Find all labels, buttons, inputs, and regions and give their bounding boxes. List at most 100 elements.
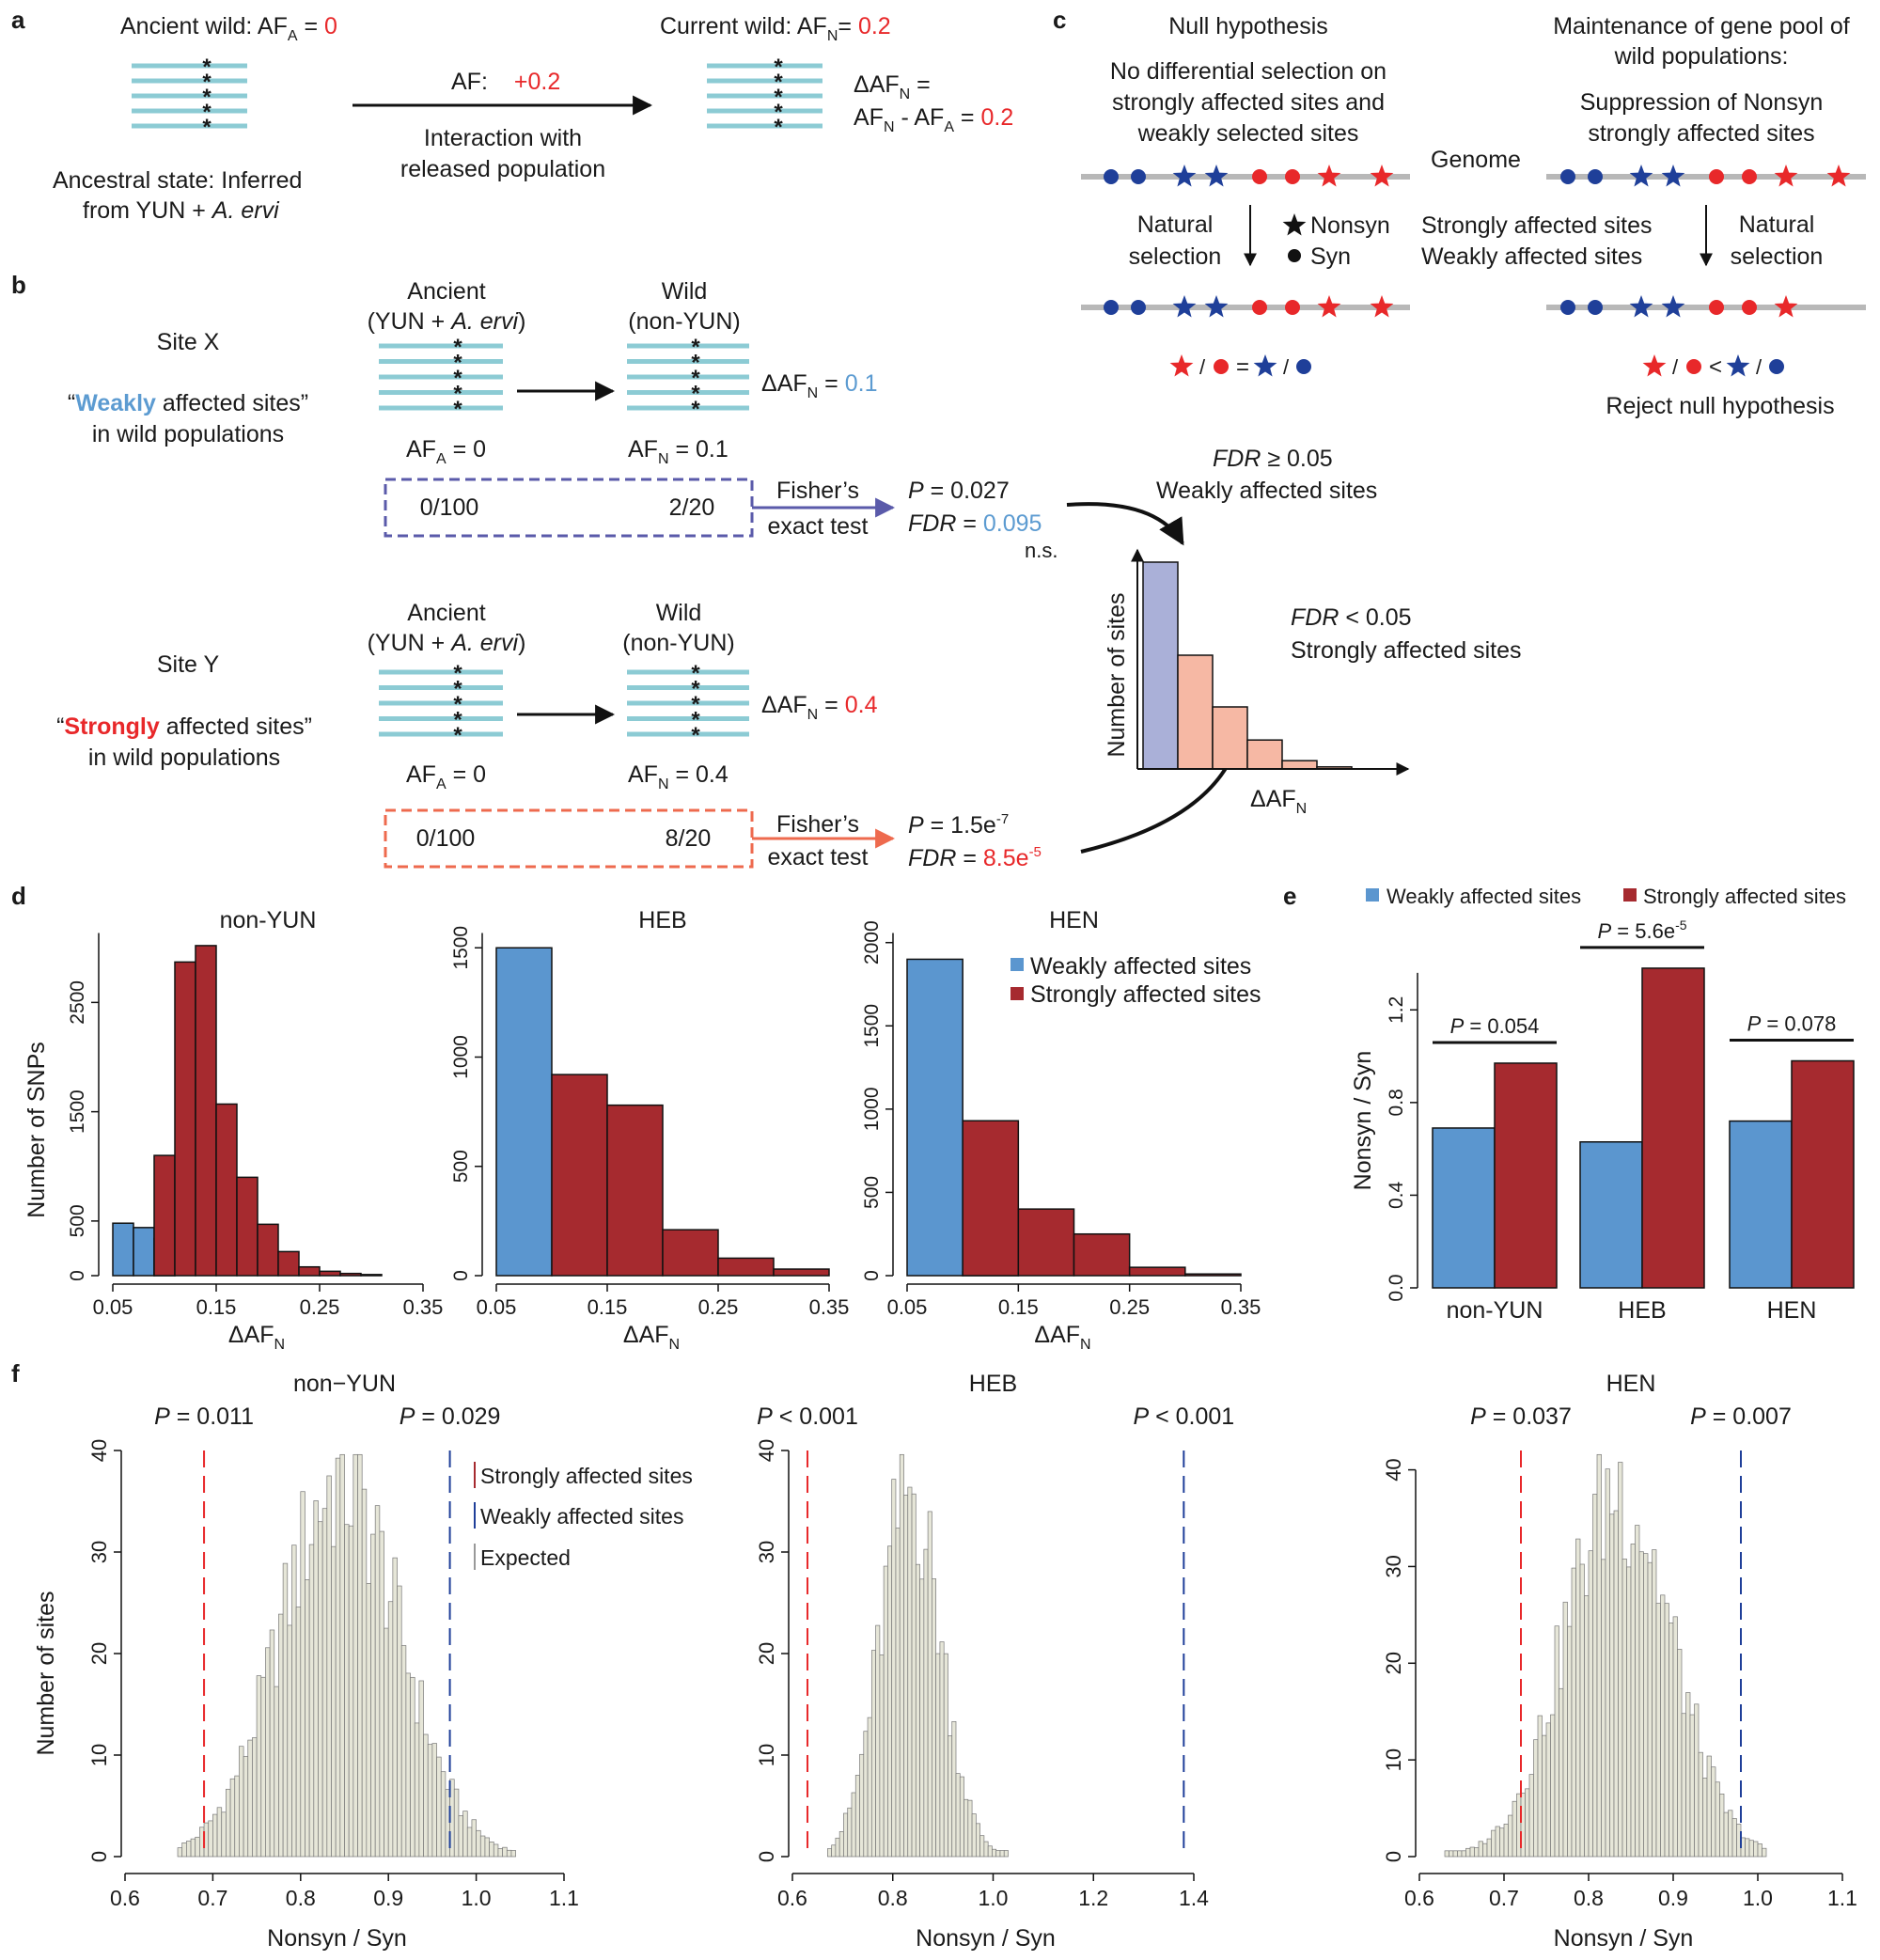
ratio-symbols: / = / / < / — [1169, 354, 1784, 380]
ancient-y-title: Ancient — [407, 600, 485, 626]
afn-x: AFN = 0.1 — [628, 436, 728, 467]
expected-bar — [1660, 1594, 1666, 1858]
x-tick-label: 0.7 — [1489, 1886, 1519, 1910]
bar-strong — [1494, 1062, 1558, 1289]
expected-bar — [1444, 1850, 1449, 1858]
panel-c-letter: c — [1053, 6, 1066, 34]
expected-bar — [269, 1629, 275, 1858]
interaction-line1: Interaction with — [424, 125, 582, 151]
x-tick-label: 0.7 — [197, 1886, 227, 1910]
x-axis-label: ΔAFN — [623, 1322, 680, 1353]
expected-bar — [1753, 1841, 1759, 1858]
expected-bar — [923, 1548, 929, 1858]
expected-bar — [967, 1799, 973, 1858]
expected-bar — [983, 1841, 989, 1858]
count-y-left: 0/100 — [416, 825, 476, 852]
expected-bar — [987, 1845, 993, 1858]
expected-bar — [471, 1819, 477, 1858]
expected-bar — [252, 1737, 258, 1858]
panel-f-letter: f — [11, 1359, 20, 1388]
count-box-y — [384, 808, 754, 869]
weakly-affected-quote: “Weakly affected sites” — [68, 390, 308, 416]
count-x-right: 2/20 — [669, 494, 715, 521]
expected-bar — [212, 1813, 218, 1858]
bar-strong — [215, 1103, 238, 1277]
genome-label: Genome — [1431, 147, 1521, 173]
panel-e-letter: e — [1283, 882, 1296, 910]
y-tick-label: 20 — [87, 1642, 111, 1665]
expected-bar — [1626, 1566, 1632, 1858]
p-value-label: P = 0.029 — [400, 1403, 501, 1430]
bar-strong — [195, 945, 217, 1277]
y-tick-label: 30 — [755, 1541, 778, 1563]
bar-strong — [1017, 1208, 1075, 1277]
ancient-wild-title: Ancient wild: AFA = 0 — [120, 13, 337, 44]
expected-bar — [423, 1733, 429, 1858]
expected-bar — [1647, 1561, 1653, 1858]
x-tick-label: 0.6 — [1404, 1886, 1434, 1910]
expected-bar — [1533, 1739, 1539, 1858]
allele-star: * — [202, 85, 212, 110]
bar-strong — [319, 1270, 341, 1277]
legend-f-strong: Strongly affected sites — [480, 1464, 693, 1488]
expected-bar — [181, 1842, 187, 1858]
expected-bar — [1571, 1567, 1576, 1858]
category-label: HEB — [1618, 1297, 1666, 1324]
y-tick-label: 40 — [1382, 1458, 1405, 1481]
expected-bar — [436, 1756, 442, 1858]
bar-strong — [1073, 1232, 1131, 1277]
p-value-label: P < 0.001 — [1133, 1403, 1234, 1430]
expected-bar — [995, 1850, 1001, 1858]
fdr-y: FDR = 8.5e-5 — [908, 844, 1042, 871]
expected-bar — [291, 1544, 297, 1858]
x-tick-label: 0.25 — [698, 1295, 739, 1319]
x-tick-label: 0.25 — [300, 1295, 340, 1319]
allele-star: * — [453, 708, 462, 733]
maintenance-title-2: wild populations: — [1614, 43, 1789, 70]
expected-bar — [466, 1827, 473, 1858]
expected-bar — [951, 1720, 957, 1858]
syn-strong-dot — [1742, 169, 1757, 184]
expected-bar — [1694, 1703, 1700, 1858]
x-tick-label: 1.0 — [1743, 1886, 1773, 1910]
y-tick-label: 500 — [67, 1204, 88, 1237]
bar-strong — [1791, 1059, 1855, 1289]
y-tick-label: 1500 — [861, 1004, 883, 1048]
natural-right: Natural — [1739, 212, 1815, 238]
expected-bar — [939, 1641, 945, 1858]
null-desc-1: No differential selection on — [1110, 58, 1386, 85]
allele-star: * — [691, 723, 700, 748]
expected-bar — [510, 1850, 516, 1858]
expected-bar — [344, 1524, 350, 1858]
expected-bar — [458, 1815, 463, 1858]
x-tick-label: 1.0 — [462, 1886, 492, 1910]
ratio-weak-dot — [1769, 359, 1784, 374]
x-tick-label: 0.6 — [110, 1886, 140, 1910]
expected-bar — [484, 1837, 490, 1858]
x-tick-label: 0.35 — [809, 1295, 850, 1319]
allele-star: * — [202, 100, 212, 125]
ancient-y-sub: (YUN + A. ervi) — [368, 630, 526, 656]
expected-bar — [397, 1585, 402, 1858]
expected-bar — [979, 1835, 985, 1858]
bar-weak — [906, 958, 964, 1277]
nonsyn-strong-star — [1317, 165, 1341, 187]
wild-x-title: Wild — [662, 278, 708, 305]
panel-a: a Ancient wild: AFA = 0 ***** Ancestral … — [11, 6, 1013, 224]
allele-star: * — [691, 708, 700, 733]
x-tick-label: 0.9 — [373, 1886, 403, 1910]
expected-bar — [854, 1775, 860, 1858]
x-tick-label: 0.15 — [998, 1295, 1039, 1319]
x-tick-label: 0.8 — [286, 1886, 316, 1910]
expected-bar — [911, 1493, 916, 1858]
syn-weak-dot — [1560, 169, 1575, 184]
x-tick-label: 0.15 — [588, 1295, 628, 1319]
expected-bar — [414, 1722, 420, 1858]
allele-star: * — [453, 692, 462, 717]
fisher-x-1: Fisher’s — [776, 478, 859, 504]
fdr-x: FDR = 0.095 — [908, 510, 1042, 537]
allele-star: * — [691, 382, 700, 407]
schematic-bar-weak — [1142, 561, 1179, 770]
y-tick-label: 0 — [755, 1851, 778, 1862]
syn-legend: Syn — [1310, 243, 1351, 270]
